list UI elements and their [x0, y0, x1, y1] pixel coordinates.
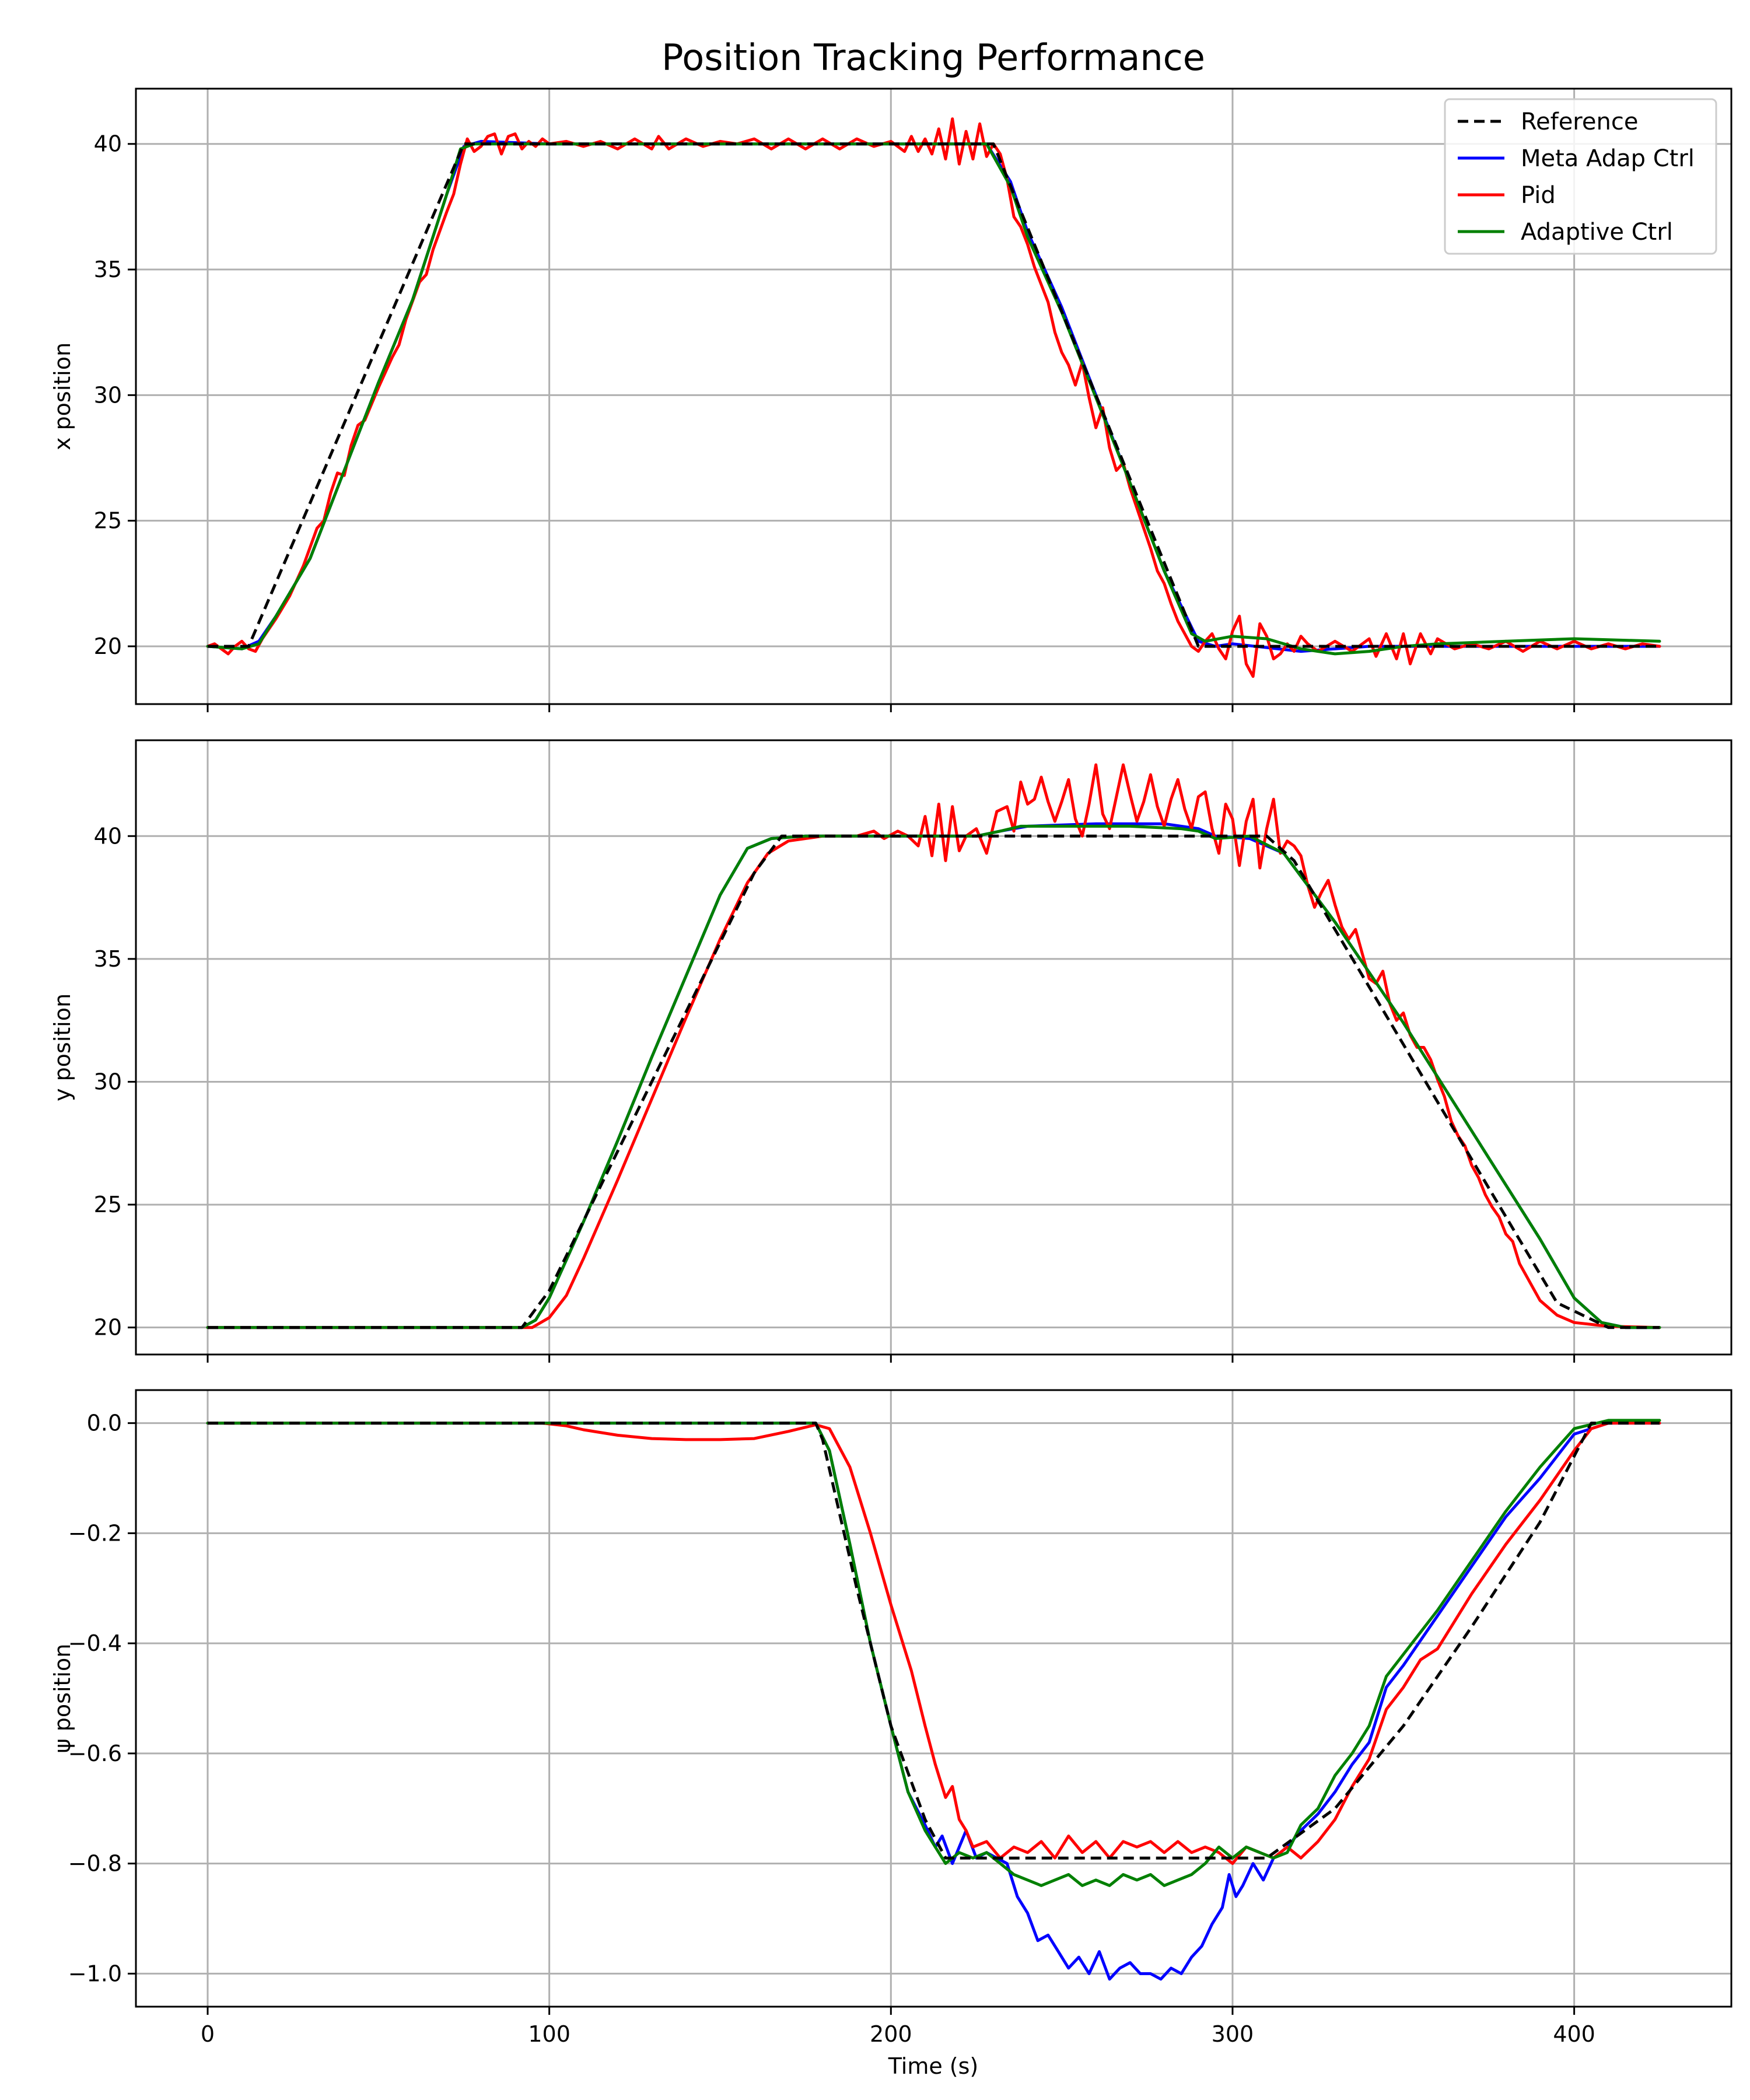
series-group [206, 1419, 1661, 1981]
x-tick-label: 300 [1212, 2021, 1254, 2047]
y-tick-label: −0.6 [68, 1741, 122, 1766]
series-line-reference [208, 834, 1660, 1329]
y-tick-label: 40 [94, 823, 122, 849]
y-tick-label: −0.4 [68, 1630, 122, 1656]
series-group [206, 117, 1661, 678]
grid-lines [136, 1390, 1731, 2007]
subplot-1: 20 25 30 35 40 x position Reference Meta Adap C… [50, 88, 1732, 712]
grid-lines [136, 740, 1731, 1354]
y-tick-label: −1.0 [68, 1961, 122, 1986]
axes-frame [135, 739, 1732, 1356]
x-tick-label: 100 [528, 2021, 570, 2047]
axes-frame [135, 88, 1732, 705]
y-tick-label: 20 [94, 634, 122, 659]
series-line-adaptive-ctrl [206, 1419, 1661, 1887]
subplot-2: 20 25 30 35 40 y position [50, 739, 1732, 1363]
y-axis-label: x position [50, 342, 75, 450]
series-line-adaptive-ctrl [206, 824, 1661, 1329]
y-axis-label: y position [50, 993, 75, 1101]
y-tick-label: 25 [94, 1192, 122, 1217]
series-group [206, 763, 1661, 1329]
legend-label: Adaptive Ctrl [1521, 219, 1673, 246]
x-tick-label: 400 [1553, 2021, 1595, 2047]
y-axis-label: ψ position [50, 1644, 75, 1754]
chart-title: Position Tracking Performance [662, 36, 1205, 79]
series-line-adaptive-ctrl [206, 142, 1661, 656]
y-tick-label: 40 [94, 131, 122, 157]
y-tick-label: 35 [94, 946, 122, 972]
legend-label: Pid [1521, 182, 1556, 209]
y-tick-label: 30 [94, 1069, 122, 1094]
legend-label: Meta Adap Ctrl [1521, 145, 1695, 172]
subplot-3: 0.0 −0.2 −0.4 −0.6 −0.8 −1.0 0 100 200 300 400 ψ po… [50, 1389, 1732, 2047]
y-tick-label: 20 [94, 1315, 122, 1340]
legend: Reference Meta Adap Ctrl Pid Adaptive Ctrl [1444, 98, 1717, 255]
y-tick-label: −0.8 [68, 1851, 122, 1877]
x-tick-label: 200 [870, 2021, 912, 2047]
y-tick-label: 30 [94, 382, 122, 408]
y-tick-label: 25 [94, 508, 122, 534]
x-axis-label: Time (s) [888, 2053, 979, 2079]
y-tick-label: −0.2 [68, 1520, 122, 1546]
axes-frame [135, 1389, 1732, 2008]
legend-box [1444, 98, 1717, 255]
x-tick-label: 0 [201, 2021, 215, 2047]
series-line-reference [208, 142, 1660, 648]
series-line-reference [208, 1422, 1660, 1860]
legend-label: Reference [1521, 108, 1638, 135]
y-tick-label: 35 [94, 257, 122, 282]
y-tick-label: 0.0 [87, 1410, 122, 1436]
series-line-meta-adap-ctrl [206, 1422, 1661, 1981]
